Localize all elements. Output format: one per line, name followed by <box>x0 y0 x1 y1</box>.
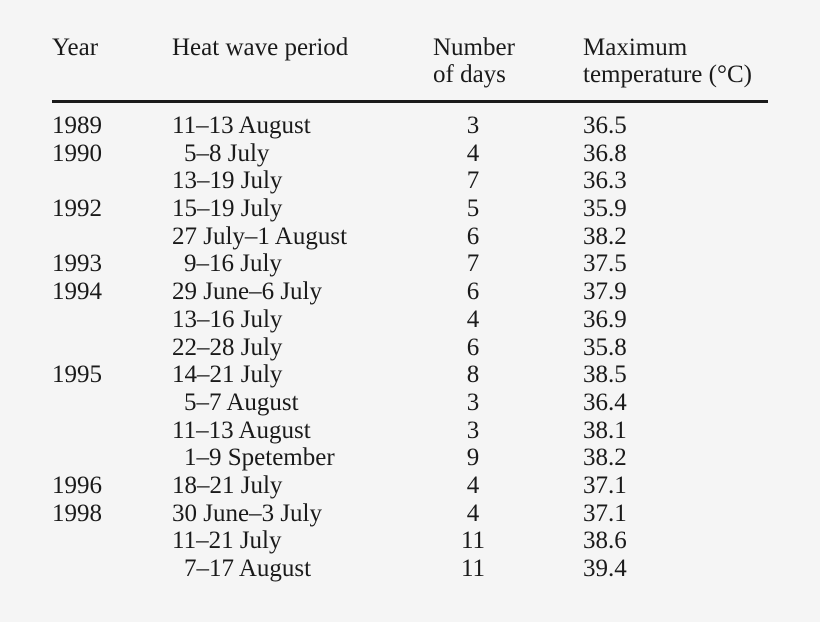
header-rule <box>52 100 768 103</box>
table-row: 1–9 Spetember 9 38.2 <box>52 444 770 472</box>
cell-max-temperature: 37.1 <box>583 471 627 499</box>
cell-number-of-days: 6 <box>466 278 480 306</box>
cell-year: 1989 <box>52 112 102 139</box>
cell-heat-wave-period: 18–21 July <box>172 471 283 499</box>
table-row: 1992 15–19 July 5 35.9 <box>52 195 770 223</box>
cell-max-temperature: 37.5 <box>583 250 627 278</box>
cell-max-temperature: 37.9 <box>583 278 627 306</box>
cell-heat-wave-period: 5–7 August <box>184 388 299 416</box>
cell-max-temperature: 38.5 <box>583 361 627 389</box>
table-row: 22–28 July 6 35.8 <box>52 334 770 362</box>
cell-max-temperature: 39.4 <box>583 555 627 582</box>
cell-heat-wave-period: 13–19 July <box>172 167 283 195</box>
cell-max-temperature: 38.1 <box>583 416 627 444</box>
cell-max-temperature: 36.3 <box>583 167 627 195</box>
cell-heat-wave-period: 15–19 July <box>172 195 283 223</box>
cell-number-of-days: 4 <box>466 471 480 499</box>
cell-number-of-days: 7 <box>466 250 480 278</box>
cell-heat-wave-period: 1–9 Spetember <box>184 444 335 472</box>
table-row: 1995 14–21 July 8 38.5 <box>52 361 770 389</box>
header-temp-line2: temperature (°C) <box>583 61 752 88</box>
cell-heat-wave-period: 29 June–6 July <box>172 278 322 306</box>
table-row: 7–17 August 11 39.4 <box>52 555 770 583</box>
cell-year: 1992 <box>52 195 102 223</box>
table-row: 1993 9–16 July 7 37.5 <box>52 250 770 278</box>
cell-year: 1995 <box>52 361 102 389</box>
cell-number-of-days: 7 <box>466 167 480 195</box>
header-max-temperature: Maximum temperature (°C) <box>583 34 752 88</box>
cell-heat-wave-period: 11–21 July <box>172 527 282 555</box>
cell-number-of-days: 3 <box>466 416 480 444</box>
header-number-of-days: Number of days <box>433 34 515 88</box>
header-days-line2: of days <box>433 61 506 88</box>
table-row: 13–16 July 4 36.9 <box>52 306 770 334</box>
cell-heat-wave-period: 5–8 July <box>184 139 270 167</box>
cell-number-of-days: 8 <box>466 361 480 389</box>
cell-year: 1996 <box>52 471 102 499</box>
table-row: 11–21 July 11 38.6 <box>52 527 770 555</box>
cell-heat-wave-period: 9–16 July <box>184 250 282 278</box>
cell-heat-wave-period: 14–21 July <box>172 361 283 389</box>
cell-number-of-days: 11 <box>460 527 486 555</box>
table-row: 1996 18–21 July 4 37.1 <box>52 472 770 500</box>
cell-max-temperature: 36.4 <box>583 388 627 416</box>
table-row: 5–7 August 3 36.4 <box>52 389 770 417</box>
heat-wave-table: Year Heat wave period Number of days Max… <box>52 34 770 582</box>
table-row: 11–13 August 3 38.1 <box>52 417 770 445</box>
cell-year: 1990 <box>52 139 102 167</box>
cell-max-temperature: 36.5 <box>583 112 627 139</box>
cell-heat-wave-period: 7–17 August <box>184 555 312 582</box>
cell-number-of-days: 4 <box>466 139 480 167</box>
cell-max-temperature: 37.1 <box>583 499 627 527</box>
table-header: Year Heat wave period Number of days Max… <box>52 34 770 100</box>
cell-year: 1993 <box>52 250 102 278</box>
cell-number-of-days: 6 <box>466 333 480 361</box>
table-row: 1990 5–8 July 4 36.8 <box>52 140 770 168</box>
cell-max-temperature: 36.8 <box>583 139 627 167</box>
cell-max-temperature: 38.2 <box>583 444 627 472</box>
cell-max-temperature: 36.9 <box>583 305 627 333</box>
table-row: 27 July–1 August 6 38.2 <box>52 223 770 251</box>
cell-number-of-days: 4 <box>466 305 480 333</box>
cell-max-temperature: 35.8 <box>583 333 627 361</box>
cell-number-of-days: 9 <box>466 444 480 472</box>
cell-number-of-days: 4 <box>466 499 480 527</box>
cell-year: 1994 <box>52 278 102 306</box>
cell-number-of-days: 5 <box>466 195 480 223</box>
table-row: 1998 30 June–3 July 4 37.1 <box>52 500 770 528</box>
cell-heat-wave-period: 11–13 August <box>172 416 311 444</box>
cell-number-of-days: 3 <box>466 112 480 139</box>
cell-number-of-days: 3 <box>466 388 480 416</box>
cell-heat-wave-period: 27 July–1 August <box>172 222 348 250</box>
cell-heat-wave-period: 13–16 July <box>172 305 283 333</box>
cell-heat-wave-period: 30 June–3 July <box>172 499 322 527</box>
cell-heat-wave-period: 11–13 August <box>172 112 311 139</box>
table-row: 13–19 July 7 36.3 <box>52 167 770 195</box>
table-row: 1994 29 June–6 July 6 37.9 <box>52 278 770 306</box>
cell-number-of-days: 11 <box>460 555 486 582</box>
cell-max-temperature: 35.9 <box>583 195 627 223</box>
table-row: 1989 11–13 August 3 36.5 <box>52 112 770 140</box>
cell-max-temperature: 38.2 <box>583 222 627 250</box>
cell-year: 1998 <box>52 499 102 527</box>
cell-max-temperature: 38.6 <box>583 527 627 555</box>
header-days-line1: Number <box>433 34 515 61</box>
cell-number-of-days: 6 <box>466 222 480 250</box>
header-temp-line1: Maximum <box>583 34 688 61</box>
cell-heat-wave-period: 22–28 July <box>172 333 283 361</box>
header-year: Year <box>52 34 99 61</box>
table-body: 1989 11–13 August 3 36.5 1990 5–8 July 4 36.8 13… <box>52 112 770 583</box>
header-heat-wave-period: Heat wave period <box>172 34 349 61</box>
